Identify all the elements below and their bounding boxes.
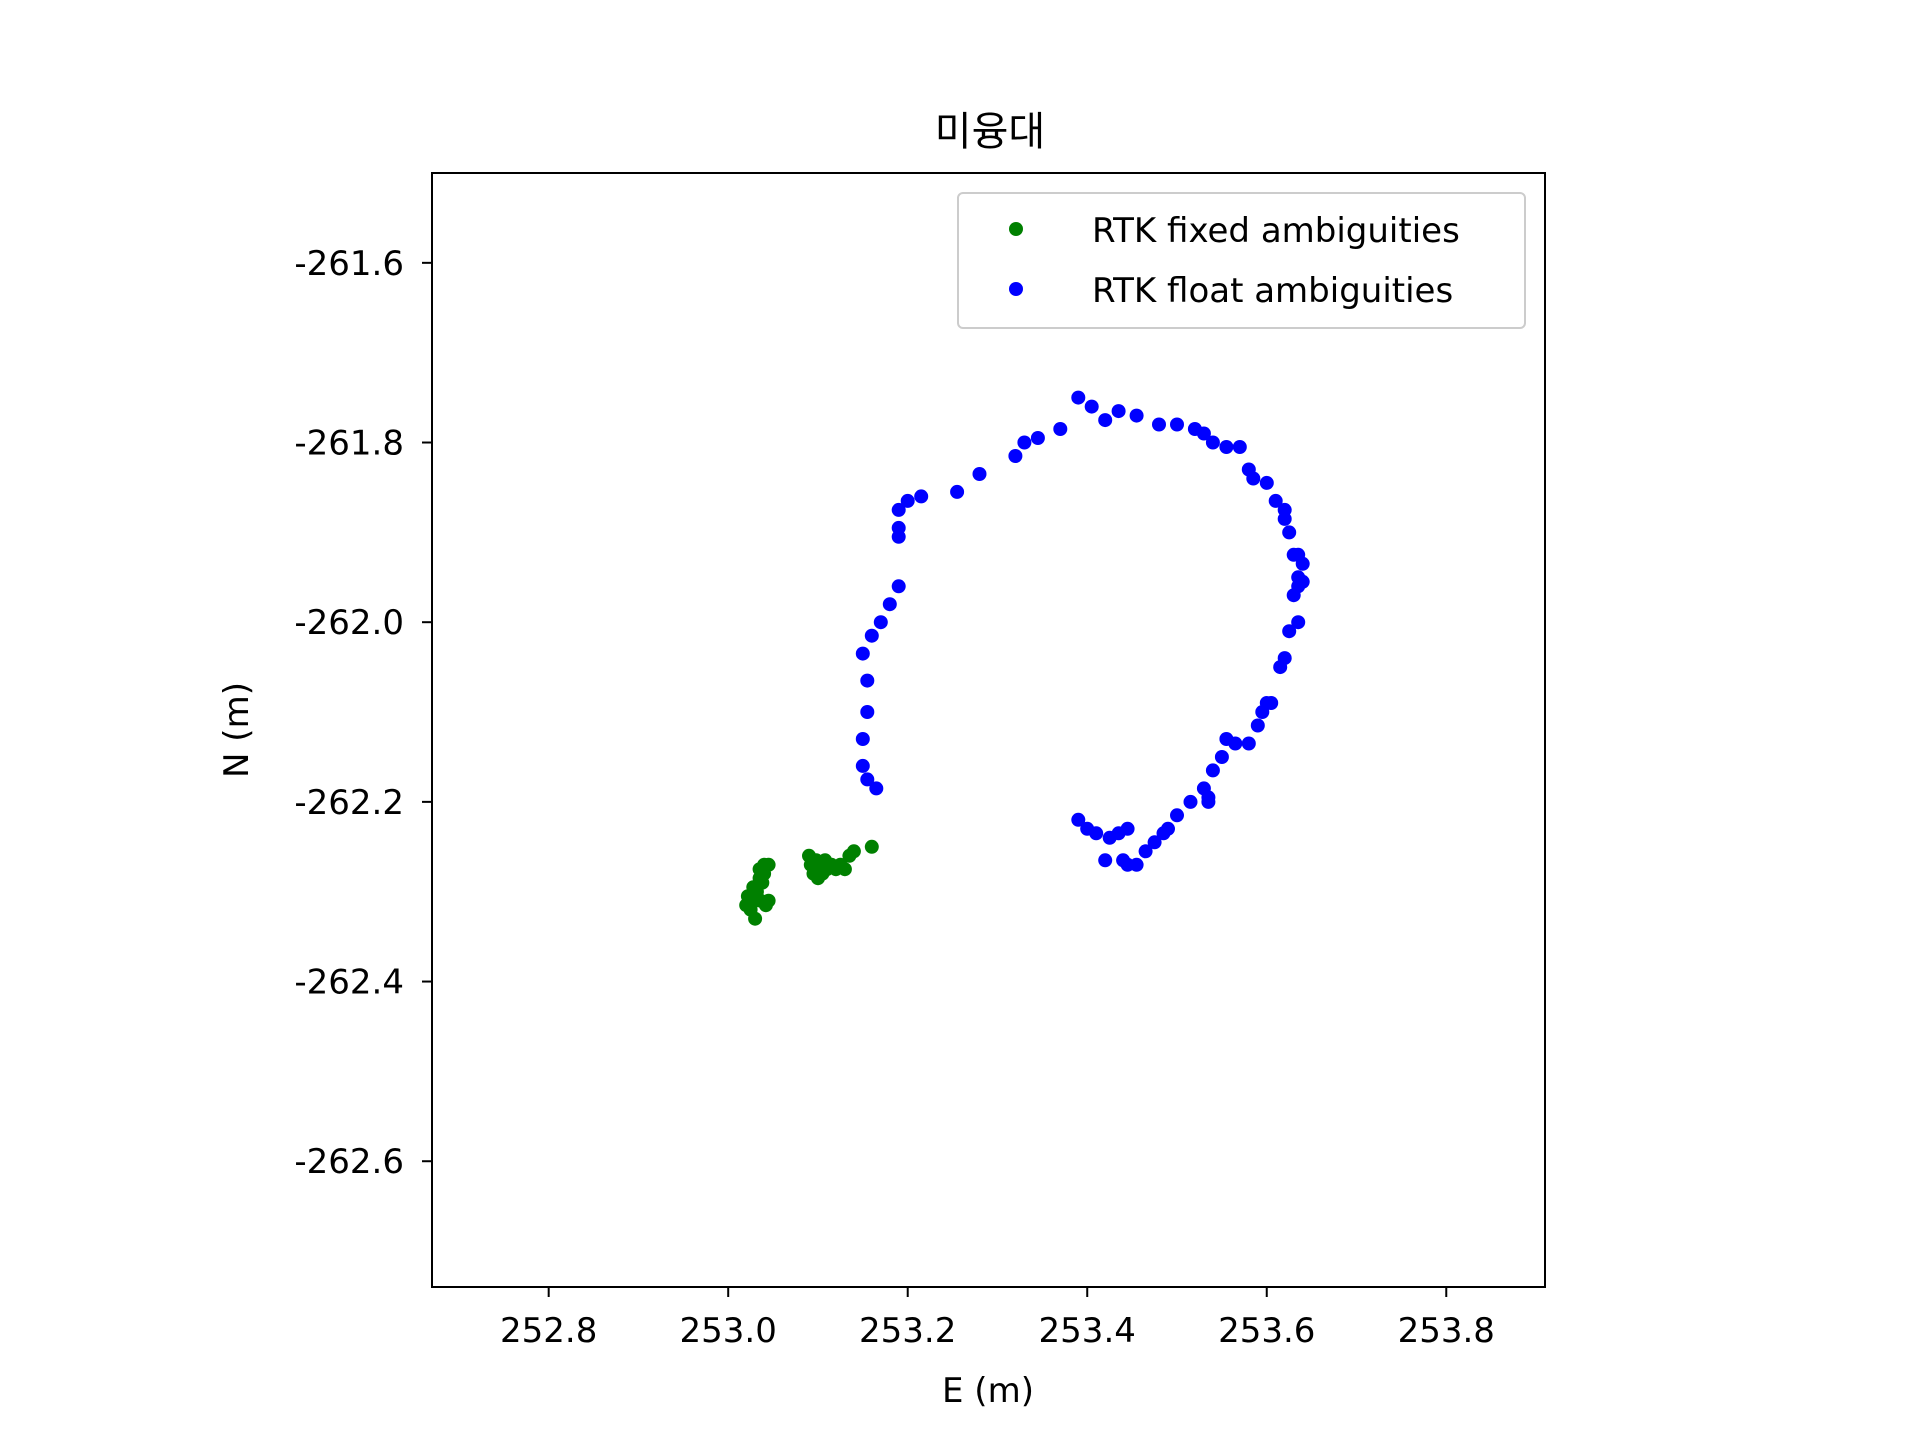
data-point-float (1138, 844, 1153, 859)
data-point-float (1053, 422, 1068, 436)
x-tick-label: 253.6 (1218, 1311, 1315, 1351)
data-point-float (891, 579, 906, 594)
data-point-float (891, 502, 906, 517)
data-point-fixed (864, 839, 879, 854)
series-float (855, 390, 1310, 872)
data-point-fixed (761, 857, 776, 872)
data-point-float (1129, 408, 1144, 423)
y-tick-label: -261.8 (294, 424, 404, 464)
y-tick-label: -262.0 (294, 603, 404, 643)
data-point-float (1232, 440, 1247, 454)
x-axis: 252.8 253.0 253.2 253.4 253.6 253.8 (500, 1287, 1495, 1351)
data-point-float (1205, 435, 1220, 450)
data-point-float (1201, 794, 1216, 809)
data-point-float (1282, 525, 1297, 540)
data-point-float (1228, 736, 1243, 751)
plot-area (739, 390, 1310, 926)
data-point-float (1170, 808, 1184, 823)
x-tick-label: 253.4 (1039, 1311, 1136, 1351)
data-point-float (1291, 570, 1306, 585)
data-point-float (1120, 821, 1135, 836)
data-point-float (855, 758, 870, 773)
data-point-float (1250, 718, 1265, 733)
data-point-float (950, 484, 965, 499)
x-tick-label: 253.2 (859, 1311, 956, 1351)
data-point-float (1170, 417, 1184, 432)
data-point-float (900, 493, 915, 508)
data-point-fixed (761, 893, 776, 908)
data-point-float (1129, 857, 1144, 872)
x-tick-label: 253.0 (680, 1311, 777, 1351)
y-tick-label: -262.2 (294, 783, 404, 823)
data-point-float (1152, 417, 1166, 432)
data-point-float (1161, 821, 1175, 836)
data-point-fixed (748, 911, 763, 926)
data-point-float (882, 597, 897, 612)
chart-title: 미융대 (935, 109, 1045, 155)
data-point-float (1282, 624, 1297, 639)
data-point-float (1111, 404, 1126, 419)
data-point-float (1098, 853, 1113, 868)
data-point-float (1277, 502, 1292, 517)
legend: RTK fixed ambiguities RTK float ambiguit… (957, 192, 1526, 329)
data-point-float (855, 732, 870, 746)
legend-box (957, 192, 1526, 329)
y-tick-label: -261.6 (294, 244, 404, 284)
data-point-float (1241, 462, 1256, 477)
data-point-float (1264, 696, 1279, 710)
data-point-float (972, 467, 987, 481)
data-point-float (914, 489, 929, 504)
data-point-float (860, 772, 875, 787)
x-tick-label: 252.8 (500, 1311, 597, 1351)
data-point-float (1286, 547, 1301, 562)
data-point-float (1071, 812, 1086, 827)
data-point-float (873, 615, 888, 630)
data-point-float (1268, 493, 1283, 508)
data-point-float (1089, 826, 1104, 841)
data-point-float (1205, 763, 1220, 778)
y-axis-label: N (m) (217, 682, 257, 778)
data-point-float (860, 673, 875, 688)
data-point-float (1277, 651, 1292, 666)
data-point-float (1030, 431, 1045, 445)
data-point-float (1147, 835, 1162, 850)
legend-marker-float (1009, 282, 1023, 296)
data-point-float (855, 646, 870, 661)
data-point-float (1084, 399, 1099, 414)
x-axis-label: E (m) (942, 1371, 1034, 1411)
axes-frame (431, 172, 1546, 1288)
data-point-float (1259, 475, 1274, 490)
data-point-float (1187, 422, 1202, 436)
data-point-fixed (846, 844, 861, 859)
data-point-fixed (837, 862, 852, 877)
data-point-float (1008, 449, 1023, 463)
data-point-float (1183, 794, 1198, 809)
legend-label-float: RTK float ambiguities (1092, 271, 1453, 311)
data-point-float (1098, 413, 1113, 428)
legend-marker-fixed (1009, 222, 1023, 236)
data-point-float (1017, 435, 1032, 450)
legend-label-fixed: RTK fixed ambiguities (1092, 211, 1460, 251)
x-tick-label: 253.8 (1398, 1311, 1495, 1351)
data-point-float (1291, 615, 1306, 630)
data-point-float (860, 705, 875, 719)
data-point-float (1214, 750, 1229, 764)
data-point-float (891, 529, 906, 544)
data-point-float (1241, 736, 1256, 751)
y-tick-label: -262.4 (294, 963, 404, 1003)
data-point-float (1071, 390, 1086, 405)
data-point-float (864, 628, 879, 643)
data-point-float (869, 781, 884, 796)
series-fixed (739, 839, 879, 926)
data-point-float (1219, 440, 1234, 454)
y-tick-label: -262.6 (294, 1142, 404, 1182)
y-axis: -261.6 -261.8 -262.0 -262.2 -262.4 -262.6 (294, 244, 432, 1182)
